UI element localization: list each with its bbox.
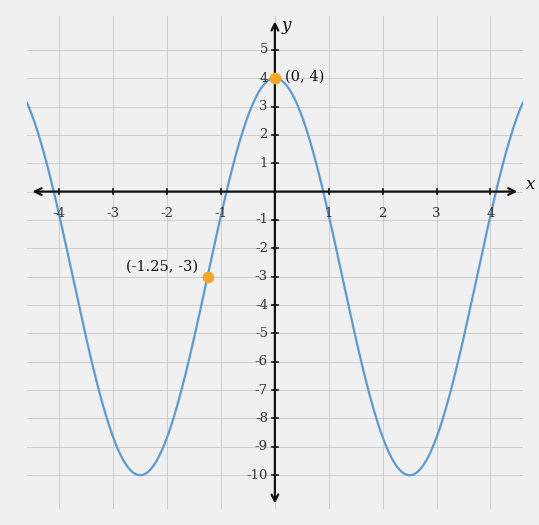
Text: 3: 3 — [259, 100, 268, 113]
Text: -3: -3 — [255, 270, 268, 283]
Text: -2: -2 — [161, 207, 174, 220]
Text: -6: -6 — [255, 355, 268, 368]
Text: -7: -7 — [255, 384, 268, 396]
Text: 4: 4 — [259, 71, 268, 85]
Point — [271, 74, 279, 82]
Text: y: y — [281, 17, 291, 34]
Text: 3: 3 — [432, 207, 441, 220]
Text: -4: -4 — [255, 299, 268, 311]
Text: (0, 4): (0, 4) — [285, 70, 324, 83]
Text: -9: -9 — [255, 440, 268, 454]
Text: x: x — [526, 176, 535, 193]
Point — [203, 272, 212, 281]
Text: 1: 1 — [324, 207, 333, 220]
Text: -4: -4 — [53, 207, 66, 220]
Text: 4: 4 — [486, 207, 495, 220]
Text: -10: -10 — [246, 469, 268, 482]
Text: -5: -5 — [255, 327, 268, 340]
Text: 1: 1 — [259, 157, 268, 170]
Text: -3: -3 — [107, 207, 120, 220]
Text: -8: -8 — [255, 412, 268, 425]
Text: (-1.25, -3): (-1.25, -3) — [126, 260, 198, 274]
Text: -1: -1 — [255, 214, 268, 226]
Text: -1: -1 — [215, 207, 227, 220]
Text: -2: -2 — [255, 242, 268, 255]
Text: 2: 2 — [378, 207, 387, 220]
Text: 5: 5 — [259, 43, 268, 56]
Text: 2: 2 — [259, 129, 268, 141]
